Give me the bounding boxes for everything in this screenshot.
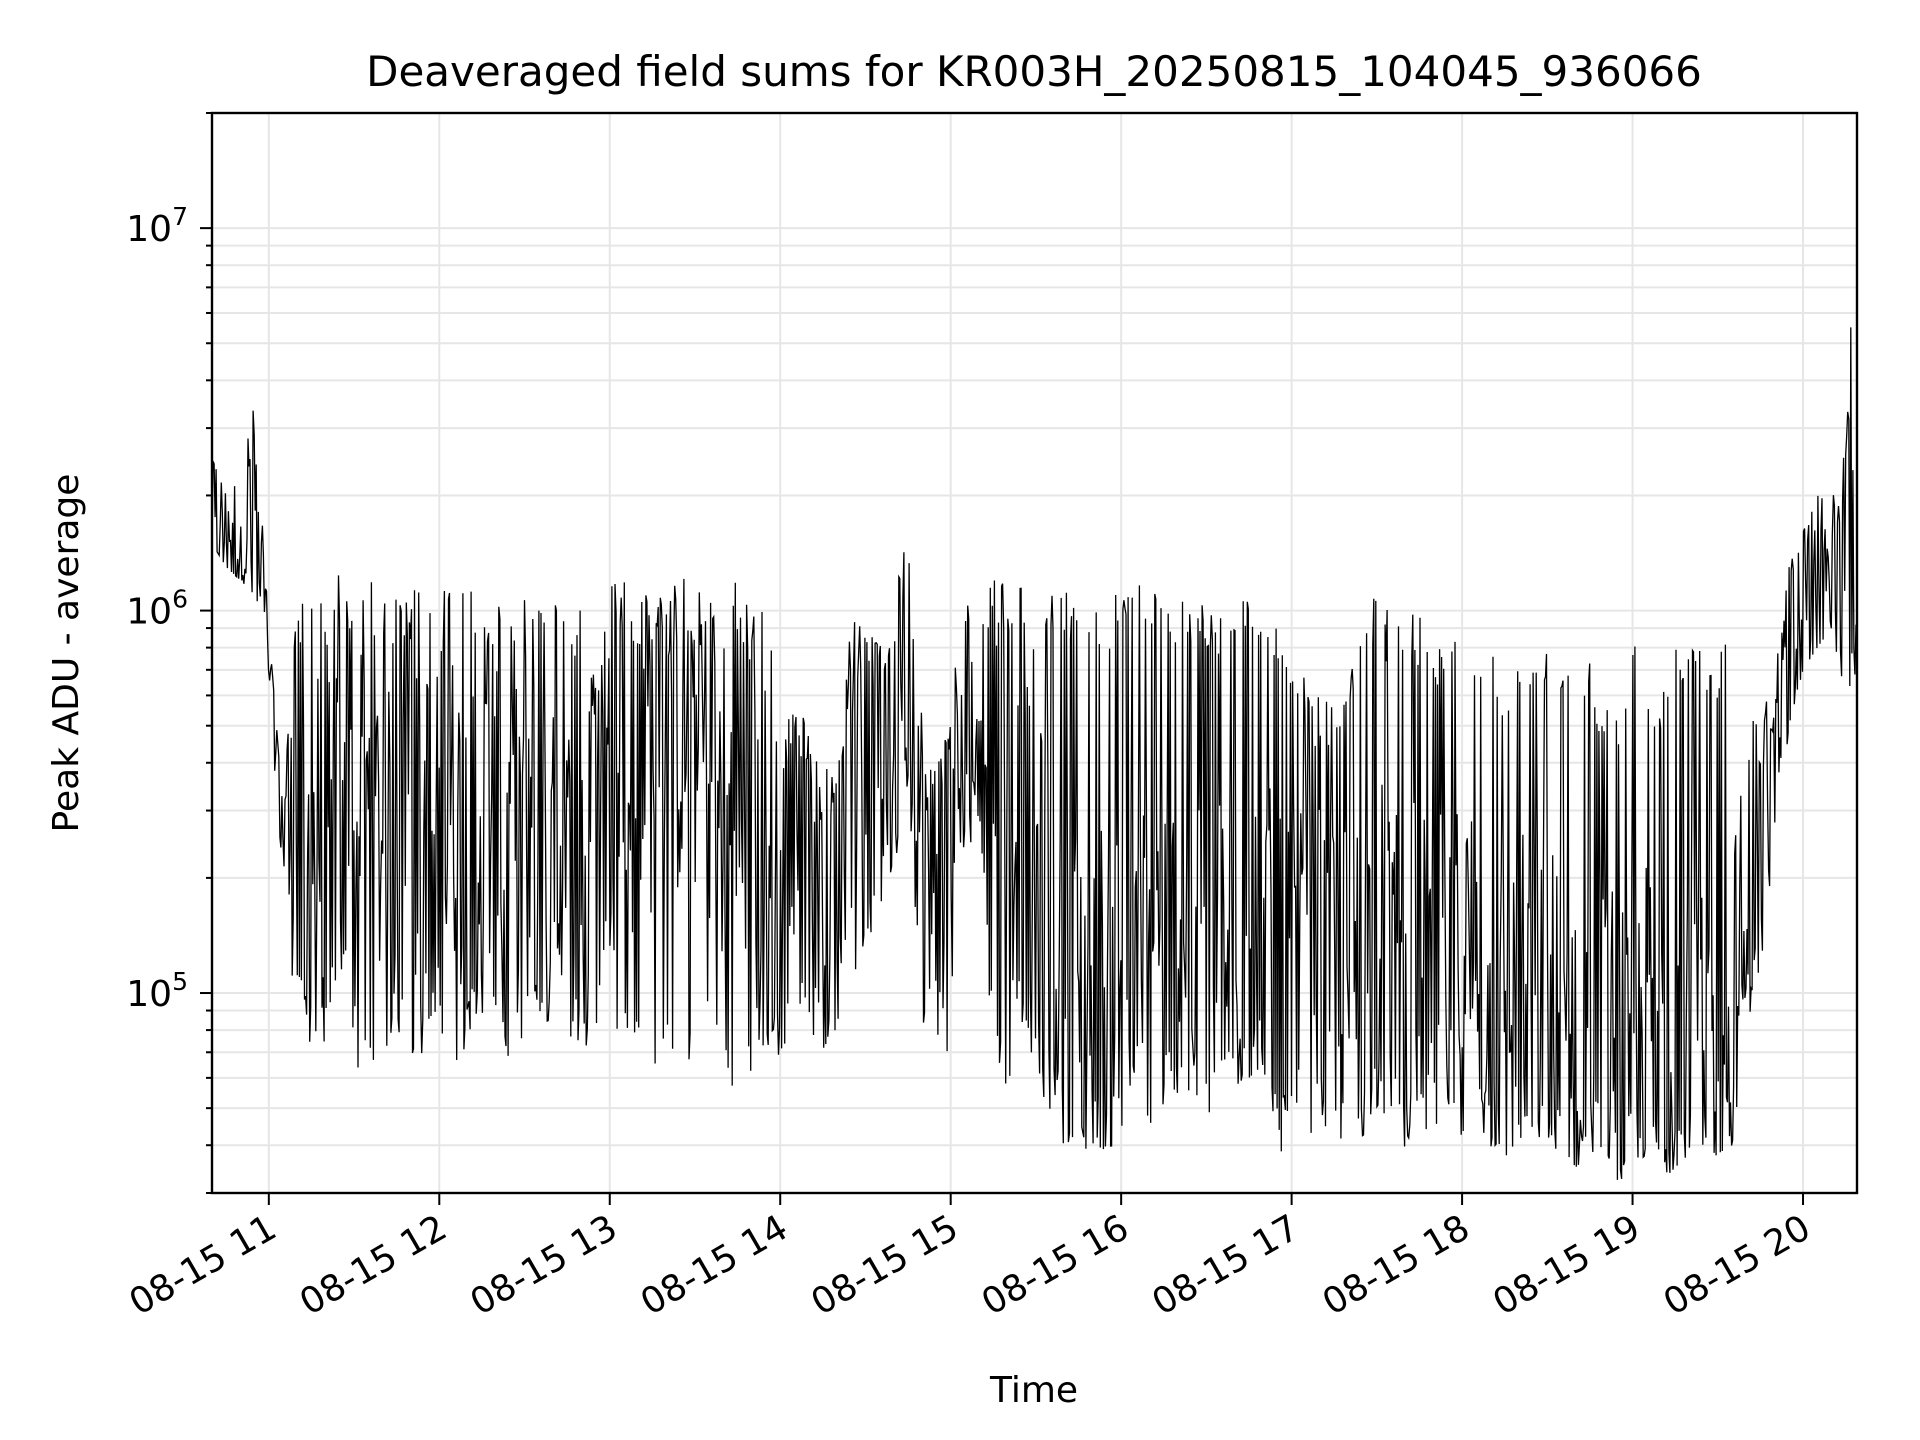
series-line xyxy=(211,327,1858,1180)
x-axis-label: Time xyxy=(989,1370,1078,1411)
y-tick-label: 106 xyxy=(126,585,188,633)
series-layer xyxy=(211,327,1858,1180)
y-tick-label: 105 xyxy=(126,967,188,1015)
chart-title: Deaveraged field sums for KR003H_2025081… xyxy=(366,47,1702,96)
y-tick-label: 107 xyxy=(126,202,188,250)
plot-frame xyxy=(210,111,1859,1195)
y-axis-label: Peak ADU - average xyxy=(46,474,87,833)
